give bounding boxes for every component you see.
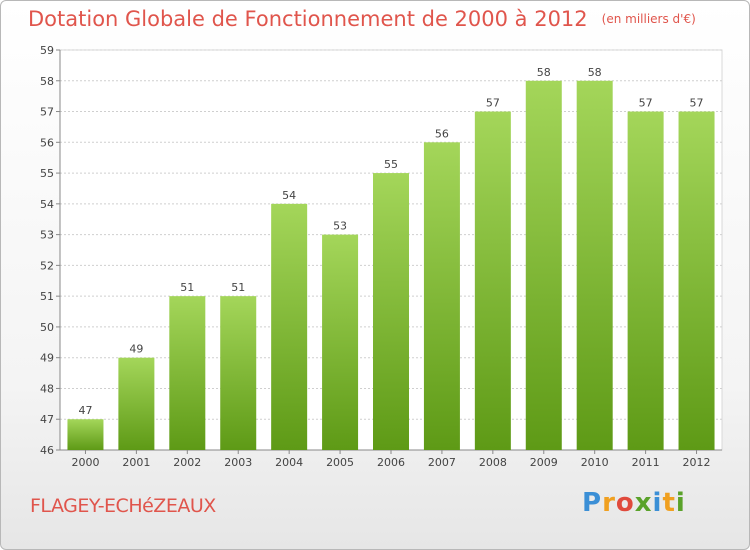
bar — [271, 203, 308, 450]
y-tick-label: 52 — [40, 259, 54, 272]
y-tick-label: 50 — [40, 321, 54, 334]
bar — [627, 111, 664, 451]
bar — [169, 296, 206, 450]
data-label: 53 — [333, 220, 347, 233]
data-label: 54 — [282, 189, 296, 202]
x-tick-label: 2009 — [530, 456, 558, 469]
x-tick-label: 2006 — [377, 456, 405, 469]
y-tick-label: 56 — [40, 136, 54, 149]
y-tick-label: 57 — [40, 106, 54, 119]
y-tick-label: 54 — [40, 198, 54, 211]
y-tick-label: 51 — [40, 290, 54, 303]
x-tick-label: 2002 — [173, 456, 201, 469]
bar — [67, 419, 104, 450]
y-tick-label: 59 — [40, 44, 54, 57]
x-tick-label: 2005 — [326, 456, 354, 469]
x-tick-label: 2000 — [71, 456, 99, 469]
data-label: 47 — [78, 404, 92, 417]
x-tick-label: 2008 — [479, 456, 507, 469]
y-tick-label: 55 — [40, 167, 54, 180]
x-tick-label: 2003 — [224, 456, 252, 469]
commune-name: FLAGEY-ECHéZEAUX — [30, 495, 216, 517]
chart-title: Dotation Globale de Fonctionnement de 20… — [28, 7, 696, 31]
data-label: 55 — [384, 158, 398, 171]
y-tick-label: 46 — [40, 444, 54, 457]
data-label: 58 — [537, 66, 551, 79]
y-tick-label: 58 — [40, 75, 54, 88]
bar — [118, 357, 155, 450]
proxiti-logo: Proxiti — [582, 488, 686, 518]
x-tick-label: 2007 — [428, 456, 456, 469]
data-label: 49 — [129, 343, 143, 356]
data-label: 58 — [588, 66, 602, 79]
y-tick-label: 48 — [40, 382, 54, 395]
bar — [220, 296, 257, 450]
x-tick-label: 2004 — [275, 456, 303, 469]
bar — [322, 234, 359, 450]
x-tick-label: 2011 — [632, 456, 660, 469]
data-label: 56 — [435, 127, 449, 140]
y-tick-label: 49 — [40, 352, 54, 365]
data-label: 57 — [639, 97, 653, 110]
bar — [423, 142, 460, 451]
x-tick-label: 2001 — [122, 456, 150, 469]
bar — [373, 173, 409, 451]
y-tick-label: 53 — [40, 229, 54, 242]
chart-title-text: Dotation Globale de Fonctionnement de 20… — [28, 7, 588, 31]
bar — [678, 111, 715, 451]
x-tick-label: 2010 — [581, 456, 609, 469]
x-tick-label: 2012 — [683, 456, 711, 469]
bar — [525, 80, 562, 451]
y-tick-label: 47 — [40, 413, 54, 426]
bar — [576, 80, 613, 451]
chart-unit: (en milliers d'€) — [601, 12, 696, 26]
data-label: 57 — [690, 97, 704, 110]
data-label: 51 — [180, 281, 194, 294]
data-label: 51 — [231, 281, 245, 294]
bar — [474, 111, 511, 451]
data-label: 57 — [486, 97, 500, 110]
